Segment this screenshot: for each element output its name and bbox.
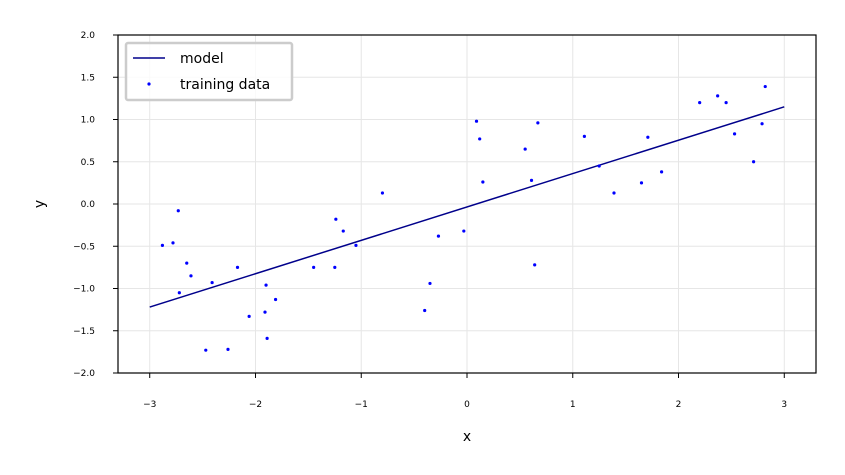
training-data-point <box>176 209 180 213</box>
x-axis-label: x <box>463 429 471 445</box>
training-data-point <box>334 217 338 221</box>
training-data-point <box>474 119 479 123</box>
training-data-point <box>341 229 345 233</box>
training-data-point <box>247 314 251 318</box>
model-line-layer <box>149 106 785 308</box>
y-tick-label: 1.0 <box>81 116 96 126</box>
x-tick-label: −2 <box>249 400 262 410</box>
training-data-point <box>312 265 316 269</box>
training-data-point <box>226 347 230 351</box>
training-data-point <box>732 132 737 136</box>
training-data-point <box>423 308 427 313</box>
training-data-point <box>235 265 240 269</box>
legend-label-training-data: training data <box>180 77 270 93</box>
x-tick-label: −3 <box>143 400 156 410</box>
training-data-point <box>204 348 208 352</box>
x-tick-label: 1 <box>570 400 576 410</box>
legend: model training data <box>124 41 294 102</box>
y-tick-label: −1.5 <box>73 327 95 337</box>
training-data-layer <box>160 84 767 352</box>
training-data-point <box>263 310 267 314</box>
training-data-point <box>185 261 189 265</box>
y-tick-label: −2.0 <box>73 369 95 379</box>
training-data-point <box>716 94 720 98</box>
training-data-point <box>264 283 268 287</box>
training-data-point <box>612 191 616 195</box>
training-data-point <box>597 164 601 168</box>
y-tick-label: 1.5 <box>81 73 95 83</box>
training-data-point <box>428 281 432 286</box>
training-data-point <box>171 241 175 245</box>
training-data-point <box>177 291 181 295</box>
training-data-point <box>478 137 482 141</box>
training-data-point <box>763 84 767 89</box>
training-data-point <box>354 243 358 248</box>
x-tick-label: −1 <box>355 400 368 410</box>
legend-label-model: model <box>180 51 224 67</box>
legend-box <box>124 41 294 102</box>
training-data-point <box>481 180 485 184</box>
training-data-point <box>533 263 537 267</box>
training-data-point <box>536 121 540 125</box>
training-data-point <box>333 265 337 269</box>
training-data-point <box>752 160 756 164</box>
y-tick-label: −1.0 <box>73 285 95 295</box>
training-data-point <box>639 181 644 185</box>
training-data-point <box>698 101 702 105</box>
x-tick-label: 3 <box>781 400 787 410</box>
x-tick-label: 0 <box>464 400 470 410</box>
training-data-point <box>582 134 586 138</box>
training-data-point <box>160 243 165 248</box>
training-data-point <box>189 274 193 278</box>
y-tick-label: 0.0 <box>81 200 96 210</box>
x-tick-label: 2 <box>676 400 682 410</box>
training-data-point <box>760 122 764 126</box>
training-data-point <box>529 178 534 182</box>
ticks: −3 −2 −1 0 1 2 3 −2.0 −1.5 −1.0 −0.5 0.0 0.5 1.0 1.5 2.… <box>73 31 787 410</box>
training-data-point <box>210 280 214 285</box>
training-data-point <box>380 191 384 195</box>
y-tick-label: 0.5 <box>81 158 95 168</box>
y-tick-label: −0.5 <box>73 242 95 252</box>
training-data-point <box>436 234 441 238</box>
training-data-point <box>659 170 664 174</box>
y-axis-label: y <box>32 200 48 208</box>
training-data-point <box>273 297 278 302</box>
y-tick-label: 2.0 <box>81 31 96 41</box>
legend-training-data-marker <box>147 82 151 86</box>
training-data-point <box>265 336 269 340</box>
training-data-point <box>462 229 466 233</box>
training-data-point <box>523 147 527 151</box>
training-data-point <box>724 101 728 105</box>
training-data-point <box>646 135 650 139</box>
model-line <box>149 106 785 308</box>
